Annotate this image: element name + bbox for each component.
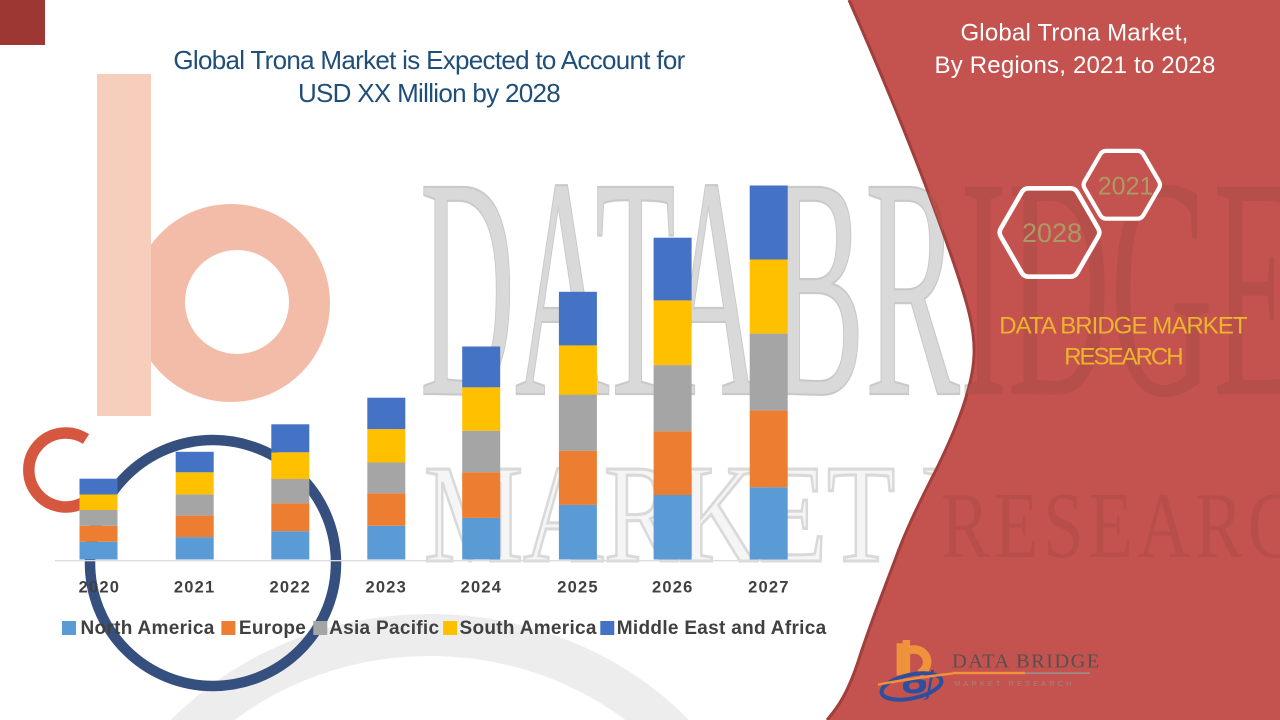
svg-text:2027: 2027	[748, 579, 790, 597]
svg-text:MARKET RESEARCH: MARKET RESEARCH	[954, 679, 1075, 688]
svg-text:Middle East and Africa: Middle East and Africa	[617, 618, 827, 639]
svg-text:Global Trona Market is Expecte: Global Trona Market is Expected to Accou…	[173, 45, 685, 75]
svg-text:Asia Pacific: Asia Pacific	[329, 618, 439, 639]
svg-text:DATA BRIDGE MARKET: DATA BRIDGE MARKET	[999, 313, 1248, 340]
svg-text:2024: 2024	[461, 579, 503, 597]
svg-text:2028: 2028	[1022, 218, 1082, 248]
svg-text:USD XX Million by 2028: USD XX Million by 2028	[298, 78, 560, 108]
svg-text:South America: South America	[460, 618, 597, 639]
svg-text:Europe: Europe	[239, 618, 306, 639]
svg-text:2021: 2021	[1098, 173, 1154, 201]
svg-text:North America: North America	[81, 618, 215, 639]
svg-text:RESEARCH: RESEARCH	[1064, 343, 1182, 370]
svg-text:2021: 2021	[174, 579, 216, 597]
svg-text:Global Trona Market,: Global Trona Market,	[960, 20, 1188, 47]
svg-text:By Regions, 2021 to 2028: By Regions, 2021 to 2028	[935, 52, 1216, 79]
svg-text:2026: 2026	[652, 579, 694, 597]
svg-text:RESEARC: RESEARC	[941, 474, 1280, 578]
svg-text:2022: 2022	[270, 579, 312, 597]
svg-text:2025: 2025	[557, 579, 599, 597]
svg-text:DATA BRIDGE: DATA BRIDGE	[952, 651, 1101, 673]
svg-text:2023: 2023	[366, 579, 408, 597]
svg-text:2020: 2020	[79, 579, 121, 597]
